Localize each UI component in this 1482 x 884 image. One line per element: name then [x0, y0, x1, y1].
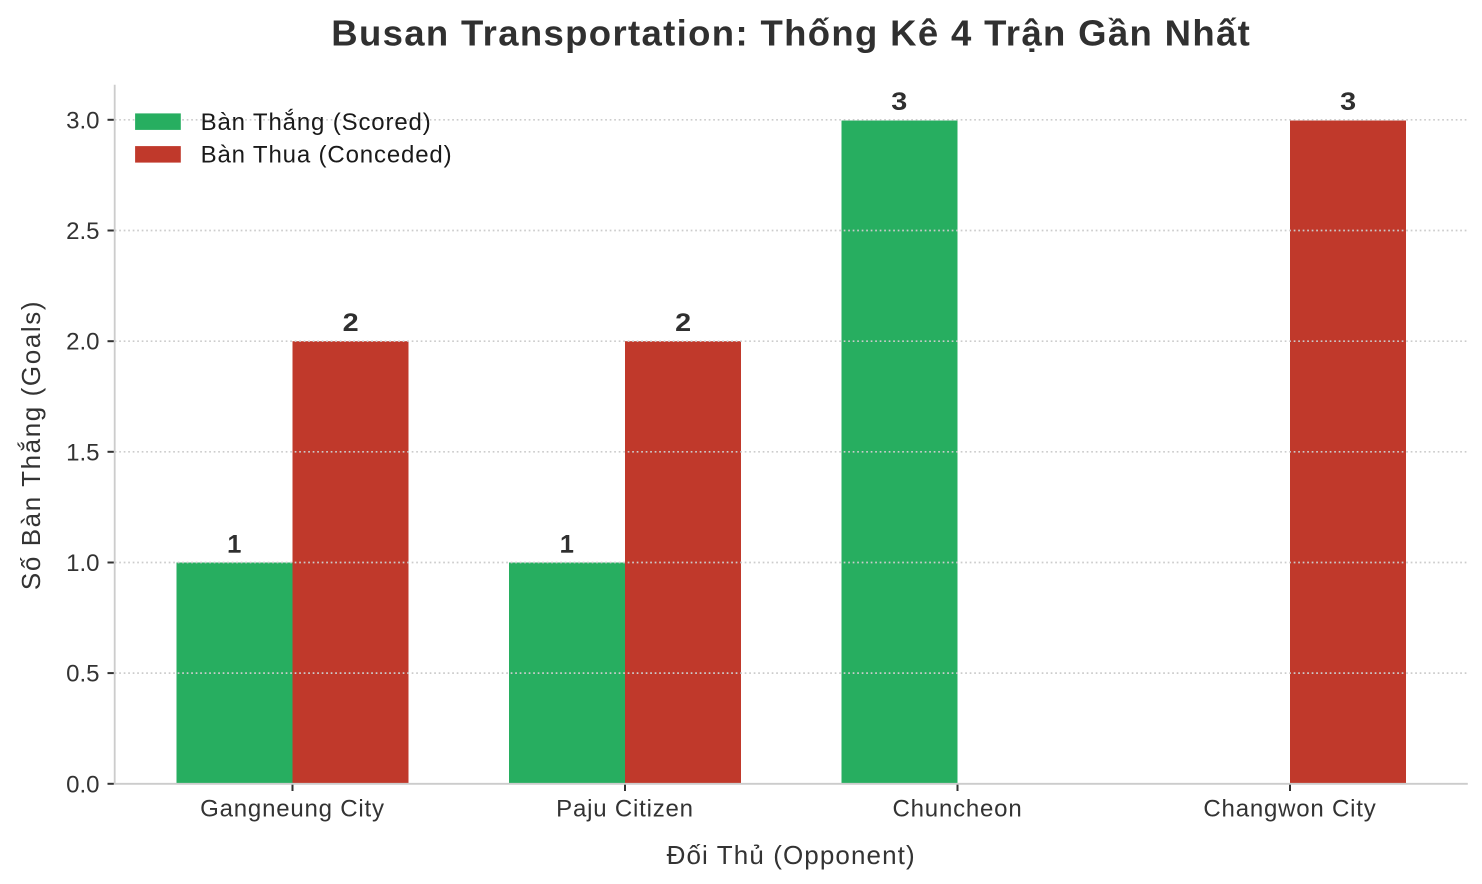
svg-text:2: 2 [343, 309, 359, 337]
svg-text:2: 2 [675, 309, 691, 337]
svg-text:Paju Citizen: Paju Citizen [556, 796, 694, 823]
svg-text:1.5: 1.5 [66, 439, 99, 466]
svg-text:Đối Thủ (Opponent): Đối Thủ (Opponent) [667, 840, 916, 870]
svg-text:Bàn Thua (Conceded): Bàn Thua (Conceded) [201, 142, 453, 169]
svg-text:2.0: 2.0 [66, 329, 99, 356]
svg-text:1: 1 [227, 531, 241, 559]
svg-text:2.5: 2.5 [66, 218, 99, 245]
svg-text:Gangneung City: Gangneung City [200, 796, 385, 823]
svg-text:0.0: 0.0 [66, 771, 99, 798]
svg-text:Bàn Thắng (Scored): Bàn Thắng (Scored) [201, 109, 432, 136]
svg-text:0.5: 0.5 [66, 661, 99, 688]
svg-text:Busan Transportation: Thống Kê: Busan Transportation: Thống Kê 4 Trận Gầ… [331, 13, 1251, 54]
svg-text:Chuncheon: Chuncheon [893, 796, 1023, 823]
svg-text:3: 3 [891, 88, 907, 116]
svg-text:1: 1 [560, 531, 574, 559]
svg-text:3: 3 [1340, 88, 1356, 116]
svg-text:1.0: 1.0 [66, 550, 99, 577]
svg-text:3.0: 3.0 [66, 107, 99, 134]
svg-text:Changwon City: Changwon City [1203, 796, 1376, 823]
svg-text:Số Bàn Thắng (Goals): Số Bàn Thắng (Goals) [16, 300, 46, 590]
